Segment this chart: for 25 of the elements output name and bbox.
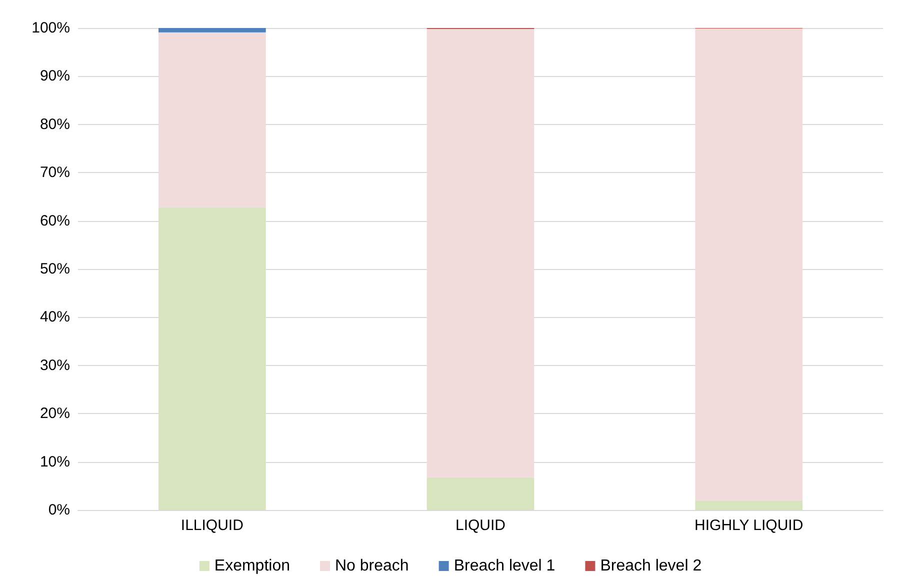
y-tick-label: 10%: [40, 453, 70, 470]
bar: [158, 207, 266, 510]
bar: [695, 500, 802, 510]
legend-label: No breach: [334, 558, 409, 574]
bar: [426, 477, 534, 510]
bar: [158, 32, 266, 208]
x-tick-label: ILLIQUID: [180, 517, 244, 534]
legend-label: Breach level 2: [600, 558, 702, 574]
bar: [695, 28, 802, 500]
y-tick-label: 70%: [40, 164, 70, 182]
bar: [158, 28, 266, 32]
y-tick-label: 90%: [40, 68, 70, 85]
y-tick-label: 0%: [48, 502, 70, 518]
y-tick-label: 80%: [40, 116, 70, 133]
y-tick-label: 30%: [40, 356, 70, 374]
legend-label: Breach level 1: [454, 558, 556, 574]
x-tick-label: LIQUID: [455, 517, 506, 534]
y-tick-label: 40%: [40, 308, 70, 326]
y-tick-label: 20%: [40, 405, 70, 422]
x-tick-label: HIGHLY LIQUID: [694, 517, 804, 534]
y-tick-label: 60%: [40, 212, 70, 230]
bar: [426, 28, 534, 478]
legend-label: Exemption: [214, 558, 290, 574]
y-tick-label: 50%: [40, 260, 70, 278]
y-tick-label: 100%: [32, 20, 70, 36]
